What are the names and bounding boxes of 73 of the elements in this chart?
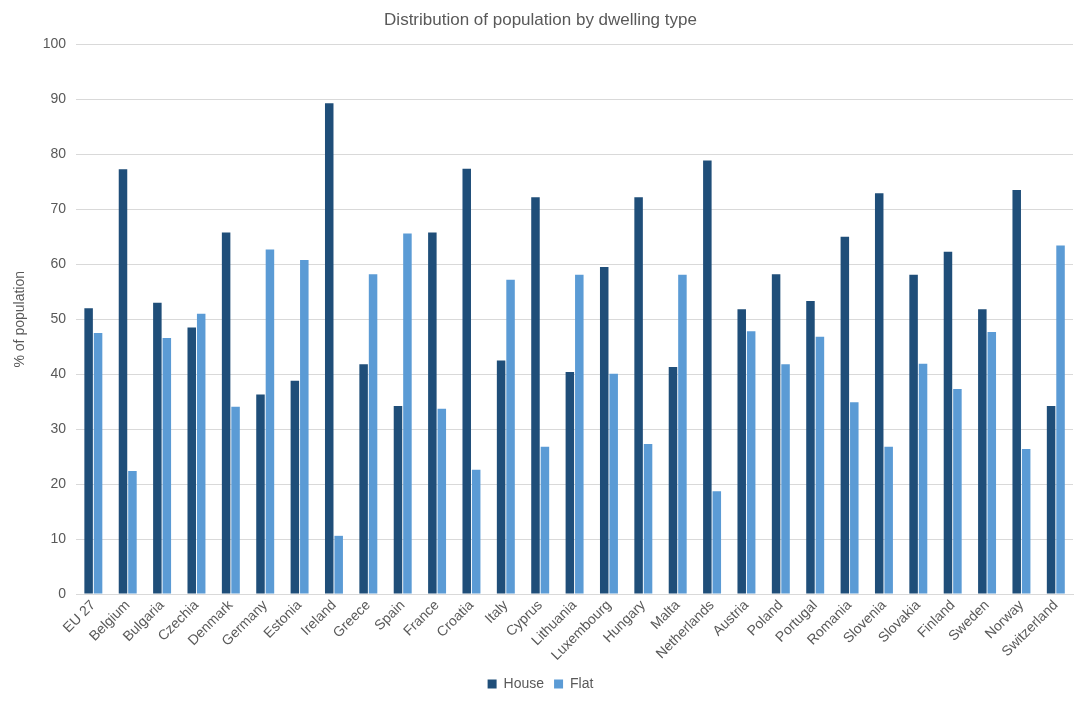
bar <box>874 193 884 594</box>
bar <box>943 251 953 594</box>
bar <box>668 367 678 594</box>
bar <box>368 274 378 594</box>
bar <box>918 363 928 594</box>
bar <box>575 274 584 594</box>
bar <box>153 302 162 594</box>
bar <box>884 446 893 594</box>
bar <box>978 309 987 594</box>
bar <box>300 259 309 594</box>
bar <box>609 373 618 594</box>
y-tick-label: 90 <box>50 90 67 107</box>
bar <box>806 301 815 594</box>
bar <box>196 313 206 594</box>
bar <box>771 274 781 594</box>
y-tick-label: 50 <box>50 310 67 327</box>
bar <box>703 160 712 594</box>
bar <box>221 232 231 594</box>
bar <box>565 372 575 594</box>
y-tick-label: 70 <box>50 200 67 217</box>
bar <box>746 331 756 594</box>
y-tick-label: 40 <box>50 365 67 382</box>
bar <box>462 168 471 594</box>
bar <box>987 331 997 594</box>
bar <box>84 308 93 594</box>
bar <box>506 279 515 594</box>
bar <box>1012 190 1021 594</box>
bar <box>599 267 609 594</box>
y-axis-title: % of population <box>11 270 28 368</box>
y-tick-label: 0 <box>58 584 67 601</box>
bar <box>162 337 172 594</box>
bar <box>290 380 300 594</box>
bar <box>471 469 481 594</box>
bar <box>840 236 850 594</box>
y-tick-label: 60 <box>50 255 67 272</box>
bar <box>909 274 918 594</box>
bar <box>359 364 368 594</box>
bar <box>737 309 746 594</box>
bar <box>643 444 653 594</box>
bar <box>850 402 859 594</box>
bar <box>634 197 643 594</box>
bar <box>256 394 265 594</box>
bar <box>403 233 412 594</box>
legend-label: Flat <box>570 674 594 691</box>
bar <box>678 274 687 594</box>
bar <box>231 406 240 594</box>
bar <box>428 232 437 594</box>
bar <box>93 332 103 594</box>
bar <box>118 169 128 594</box>
bar <box>712 491 722 594</box>
bar <box>953 389 962 594</box>
bar <box>187 327 196 594</box>
y-tick-label: 10 <box>50 529 67 546</box>
bar <box>265 249 275 594</box>
y-tick-label: 30 <box>50 420 67 437</box>
bar <box>393 406 403 594</box>
bar <box>1056 245 1065 594</box>
bar <box>437 408 447 594</box>
bar <box>815 336 825 594</box>
bar <box>531 197 540 594</box>
bar <box>496 360 506 594</box>
bar <box>540 446 550 594</box>
y-tick-label: 100 <box>42 35 67 52</box>
y-tick-label: 20 <box>50 475 67 492</box>
bar <box>334 535 343 594</box>
legend-label: House <box>503 674 545 691</box>
bar <box>781 364 790 594</box>
bar <box>1021 448 1031 594</box>
bar <box>128 470 137 594</box>
bar <box>1046 406 1056 594</box>
chart-title: Distribution of population by dwelling type <box>384 9 697 29</box>
bar <box>324 103 334 594</box>
y-tick-label: 80 <box>50 145 67 162</box>
